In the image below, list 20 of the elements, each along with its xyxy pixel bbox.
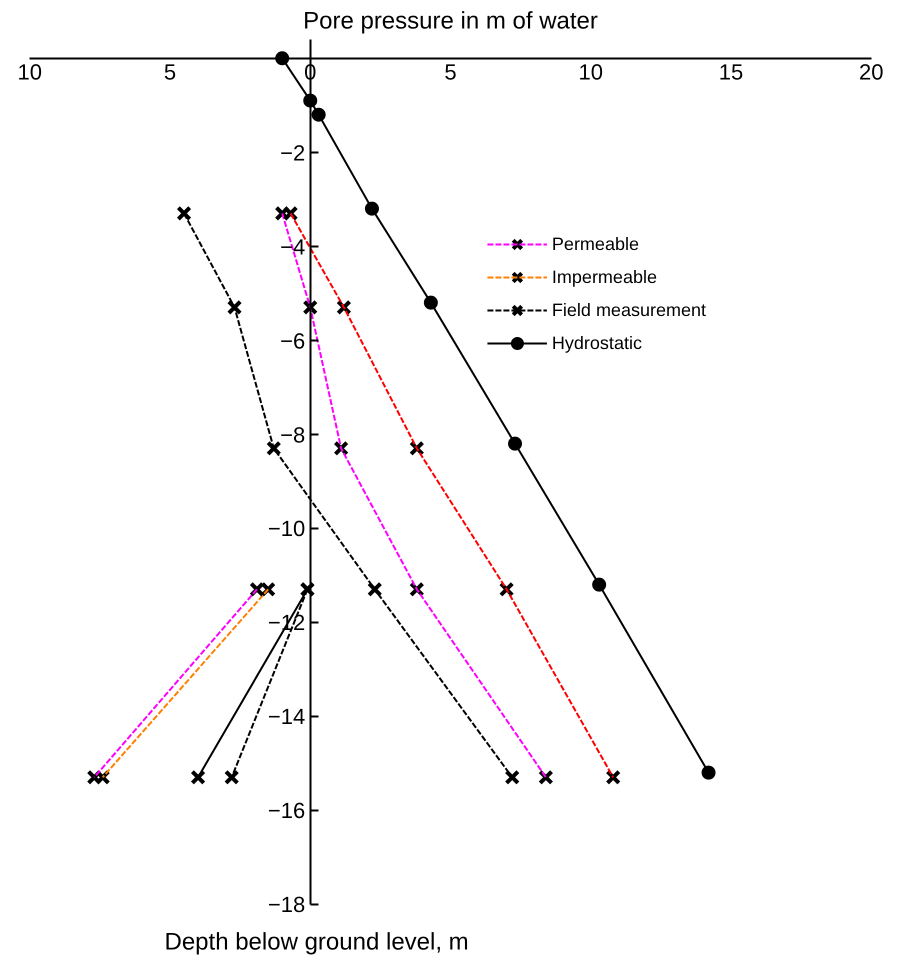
y-tick-label: −14 — [268, 704, 306, 730]
x-tick-label: 10 — [578, 59, 603, 84]
legend-label: Field measurement — [552, 300, 706, 320]
y-tick-label: −6 — [280, 328, 306, 354]
y-tick-label: −2 — [280, 140, 306, 166]
legend-label: Permeable — [552, 234, 639, 254]
x-tick-label: 5 — [164, 59, 176, 84]
x-tick-label: 5 — [444, 59, 457, 84]
x-tick-label: 15 — [718, 59, 744, 84]
x-axis-title: Pore pressure in m of water — [303, 8, 598, 34]
y-tick-label: −18 — [268, 892, 306, 918]
y-tick-label: −8 — [280, 422, 306, 448]
y-tick-label: −10 — [268, 516, 306, 542]
x-tick-label: 10 — [18, 59, 42, 84]
x-tick-label: 20 — [859, 59, 884, 84]
legend-label: Impermeable — [552, 266, 657, 288]
legend-label: Hydrostatic — [552, 332, 642, 354]
y-tick-label: −16 — [268, 798, 306, 824]
text: Depth below ground level, m — [164, 928, 469, 956]
y-tick-label: −4 — [280, 234, 306, 260]
